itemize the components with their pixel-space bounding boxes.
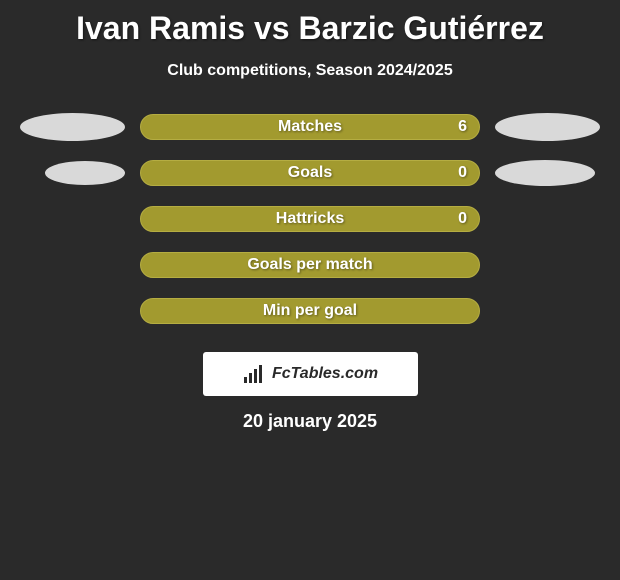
stat-bar: Matches 6 [140,114,480,140]
date-label: 20 january 2025 [243,411,377,432]
right-value-ellipse [495,113,600,141]
comparison-title: Ivan Ramis vs Barzic Gutiérrez [76,10,544,47]
right-value-ellipse [495,160,595,186]
stat-row-goals: Goals 0 [0,156,620,190]
stat-label: Goals [288,164,332,182]
stat-bar: Min per goal [140,298,480,324]
stat-label: Matches [278,118,342,136]
fctables-logo[interactable]: FcTables.com [203,352,418,396]
stat-value: 0 [458,164,467,182]
left-value-ellipse [45,161,125,185]
chart-icon [242,365,266,383]
left-value-ellipse [20,113,125,141]
stat-value: 6 [458,118,467,136]
stat-row-matches: Matches 6 [0,110,620,144]
season-subtitle: Club competitions, Season 2024/2025 [167,62,452,80]
stat-label: Goals per match [247,256,372,274]
stat-bar: Hattricks 0 [140,206,480,232]
stat-label: Hattricks [276,210,344,228]
logo-content: FcTables.com [242,365,378,383]
stat-row-goals-per-match: Goals per match [0,248,620,282]
stat-label: Min per goal [263,302,357,320]
stat-value: 0 [458,210,467,228]
stat-row-min-per-goal: Min per goal [0,294,620,328]
logo-text: FcTables.com [272,365,378,383]
stat-row-hattricks: Hattricks 0 [0,202,620,236]
stat-bar: Goals 0 [140,160,480,186]
stat-bar: Goals per match [140,252,480,278]
